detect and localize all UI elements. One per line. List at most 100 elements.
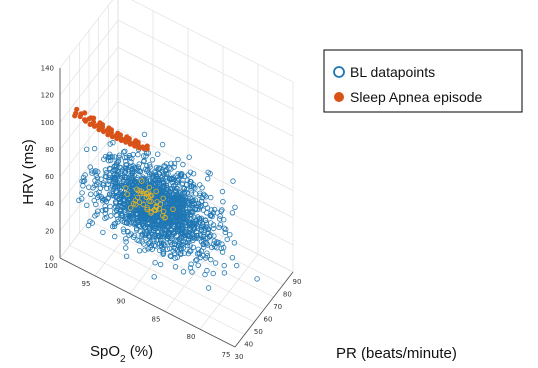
bl-datapoints-point bbox=[156, 165, 162, 171]
bl-datapoints-point bbox=[126, 198, 133, 204]
z-tick-label: 60 bbox=[45, 173, 54, 181]
bl-datapoints-point bbox=[229, 255, 236, 261]
bl-datapoints-point bbox=[123, 205, 130, 212]
bl-datapoints-point bbox=[130, 211, 137, 217]
bl-datapoints-point bbox=[76, 197, 82, 203]
floor-grid-line bbox=[199, 254, 259, 330]
bl-datapoints-point bbox=[183, 226, 189, 233]
x-tick-label: 50 bbox=[254, 328, 263, 336]
bl-datapoints-point bbox=[116, 175, 123, 182]
bl-datapoints-point bbox=[167, 253, 173, 259]
bl-datapoints-point bbox=[149, 246, 155, 252]
bl-datapoints-point bbox=[120, 149, 127, 155]
x-tick-label: 80 bbox=[283, 291, 292, 299]
bl-datapoints-point bbox=[222, 226, 229, 232]
bl-datapoints-point bbox=[80, 178, 87, 185]
bl-datapoints-point bbox=[166, 210, 172, 216]
sleep-apnea-episode-point bbox=[144, 143, 150, 149]
bl-datapoints-point bbox=[208, 207, 215, 213]
bl-datapoints-point bbox=[213, 240, 220, 247]
bl-datapoints-point bbox=[152, 220, 158, 227]
bl-datapoints-point bbox=[203, 210, 210, 216]
bl-datapoints-point bbox=[207, 212, 213, 219]
centroid-point bbox=[144, 204, 150, 211]
bl-datapoints-point bbox=[109, 183, 115, 189]
centroid-point bbox=[133, 186, 140, 192]
bl-datapoints-point bbox=[114, 190, 120, 196]
bl-datapoints-point bbox=[188, 199, 195, 205]
y-axis-line bbox=[59, 257, 236, 348]
sleep-apnea-episode-point bbox=[124, 134, 130, 140]
bl-datapoints-point bbox=[217, 222, 224, 228]
bl-datapoints-point bbox=[172, 264, 179, 270]
side-wall-grid-line bbox=[117, 19, 294, 110]
bl-datapoints-point bbox=[83, 146, 90, 152]
bl-datapoints-point bbox=[110, 139, 116, 146]
bl-datapoints-point bbox=[207, 170, 213, 177]
bl-datapoints-point bbox=[177, 172, 184, 179]
bl-datapoints-point bbox=[194, 223, 201, 229]
bl-datapoints-point bbox=[187, 265, 194, 271]
bl-datapoints-point bbox=[145, 215, 151, 221]
bl-datapoints-point bbox=[188, 261, 194, 267]
bl-datapoints-point bbox=[114, 171, 121, 178]
bl-datapoints-point bbox=[190, 231, 196, 237]
bl-datapoints-point bbox=[180, 212, 186, 219]
bl-datapoints-point bbox=[122, 148, 128, 154]
bl-datapoints-point bbox=[111, 223, 118, 229]
floor-grid-line bbox=[79, 232, 255, 323]
bl-datapoints-point bbox=[174, 200, 181, 206]
bl-datapoints-point bbox=[181, 216, 187, 222]
bl-datapoints-point bbox=[194, 206, 200, 213]
bl-datapoints-point bbox=[178, 223, 185, 230]
bl-datapoints-point bbox=[87, 218, 93, 225]
bl-datapoints-point bbox=[103, 170, 109, 176]
y-tick-label: 75 bbox=[222, 351, 231, 359]
bl-datapoints-point bbox=[137, 169, 143, 175]
bl-datapoints-point bbox=[203, 220, 210, 226]
bl-datapoints-point bbox=[96, 189, 102, 195]
bl-datapoints-point bbox=[221, 270, 228, 276]
bl-datapoints-point bbox=[188, 179, 194, 185]
bl-datapoints-point bbox=[122, 207, 128, 213]
bl-datapoints-point bbox=[210, 222, 217, 228]
bl-datapoints-point bbox=[167, 218, 173, 225]
bl-datapoints-point bbox=[152, 243, 159, 249]
bl-datapoints-point bbox=[184, 181, 190, 188]
centroid-point bbox=[140, 201, 147, 208]
centroid-point bbox=[127, 205, 134, 211]
bl-datapoints-point bbox=[143, 181, 149, 187]
bl-datapoints-point bbox=[164, 178, 170, 185]
bl-datapoints-point bbox=[162, 227, 168, 233]
bl-datapoints-point bbox=[189, 196, 195, 202]
bl-datapoints-point bbox=[78, 196, 85, 202]
y-tick-label: 95 bbox=[82, 280, 91, 288]
bl-datapoints-point bbox=[208, 256, 214, 263]
centroid-point bbox=[146, 198, 152, 204]
bl-datapoints-point bbox=[100, 229, 106, 236]
side-wall-grid-line bbox=[117, 101, 294, 191]
bl-datapoints-point bbox=[135, 217, 141, 224]
bl-datapoints-point bbox=[157, 234, 163, 240]
bl-datapoints-point bbox=[133, 210, 139, 216]
bl-datapoints-point bbox=[190, 227, 196, 234]
bl-datapoints-point bbox=[95, 179, 101, 185]
bl-datapoints-point bbox=[231, 240, 238, 246]
bl-datapoints-point bbox=[187, 242, 193, 249]
legend: BL datapoints Sleep Apnea episode bbox=[323, 49, 523, 113]
side-wall-grid-line bbox=[117, 47, 294, 137]
bl-datapoints-point bbox=[159, 226, 166, 232]
bl-datapoints-point bbox=[177, 199, 183, 206]
bl-datapoints-point bbox=[124, 174, 130, 181]
bl-datapoints-point bbox=[149, 157, 156, 163]
sleep-apnea-episode-point bbox=[115, 130, 121, 136]
bl-datapoints-point bbox=[204, 242, 211, 248]
sleep-apnea-episode-point bbox=[133, 138, 139, 144]
bl-datapoints-point bbox=[109, 223, 116, 230]
bl-datapoints-point bbox=[118, 180, 125, 186]
bl-datapoints-point bbox=[184, 209, 191, 216]
bl-datapoints-point bbox=[182, 232, 188, 238]
bl-datapoints-point bbox=[175, 156, 181, 163]
bl-datapoints-point bbox=[142, 247, 148, 253]
bl-datapoints-point bbox=[118, 216, 124, 222]
